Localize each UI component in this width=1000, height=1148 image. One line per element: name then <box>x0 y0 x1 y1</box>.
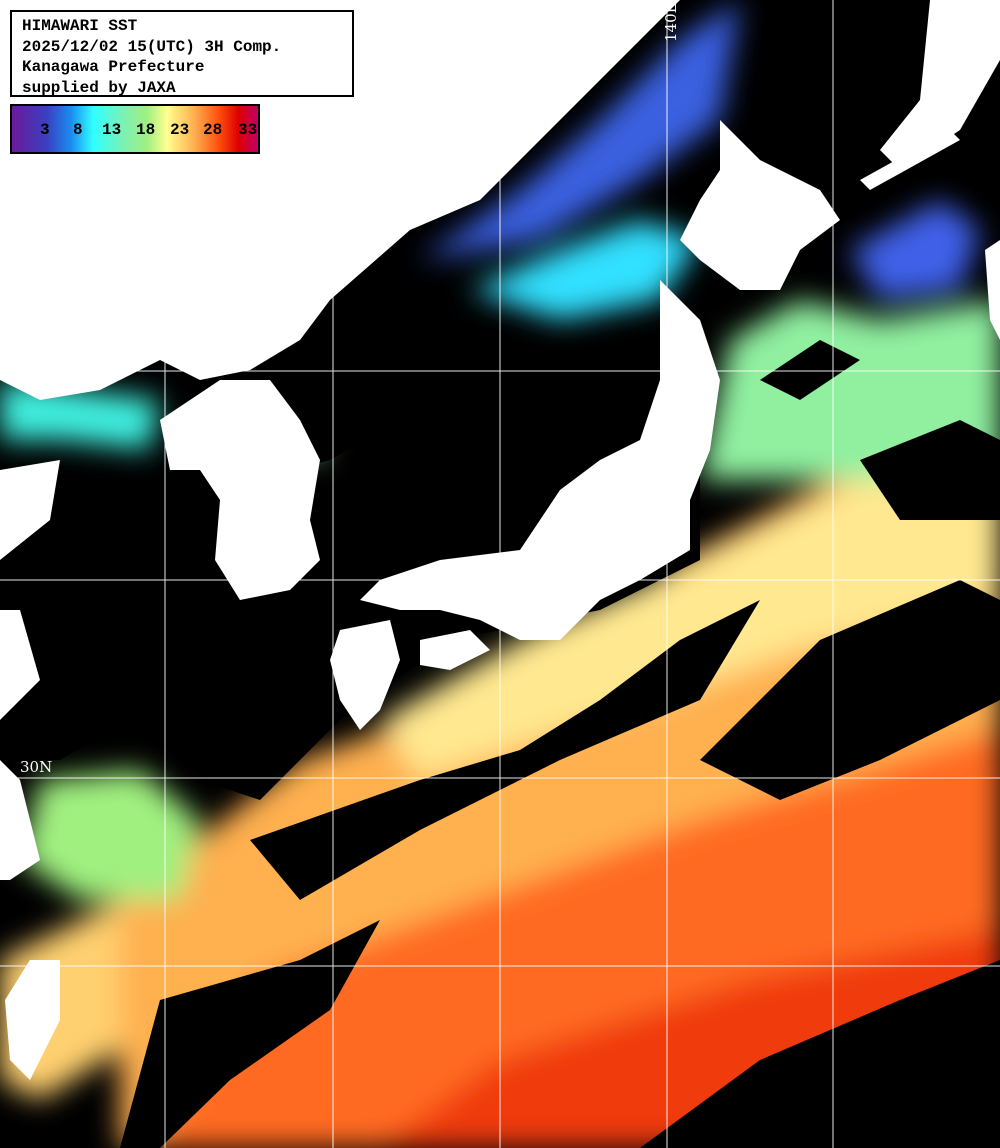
land-island <box>398 128 426 164</box>
lat-label-30n: 30N <box>20 758 53 776</box>
lon-label-140e: 140E <box>662 2 680 42</box>
land-china-north <box>0 0 680 400</box>
legend-tick: 13 <box>102 121 122 139</box>
sst-cyan-north <box>470 220 700 320</box>
sst-green-west <box>20 770 200 900</box>
legend-tick: 28 <box>203 121 223 139</box>
land-china-coast <box>0 610 40 720</box>
land-honshu <box>360 280 720 640</box>
title-line-2: 2025/12/02 15(UTC) 3H Comp. <box>22 37 282 56</box>
legend-tick: 18 <box>136 121 156 139</box>
land-kurils <box>860 130 960 190</box>
title-line-1: HIMAWARI SST <box>22 17 138 35</box>
land-korea <box>160 380 320 600</box>
legend-tick: 33 <box>238 121 258 139</box>
land-sakhalin <box>880 0 1000 170</box>
sst-blue-ne <box>850 200 980 300</box>
land-taiwan <box>5 960 60 1080</box>
title-line-4: supplied by JAXA <box>22 78 176 97</box>
legend-tick: 8 <box>73 121 83 139</box>
land <box>0 0 1000 1080</box>
land-kyushu <box>330 620 400 730</box>
land-hokkaido <box>680 120 840 290</box>
title-line-3: Kanagawa Prefecture <box>22 58 205 76</box>
sst-blue-north <box>420 0 740 260</box>
land-kamchatka-edge <box>985 240 1000 340</box>
color-legend: 3 8 13 18 23 28 33 <box>10 104 260 154</box>
sst-yellow <box>380 470 1000 780</box>
legend-tick: 3 <box>40 121 50 139</box>
lat-label-40n: 40N <box>10 352 43 370</box>
title-box: HIMAWARI SST 2025/12/02 15(UTC) 3H Comp.… <box>10 10 354 97</box>
land-shikoku <box>420 630 490 670</box>
land-china-east <box>0 460 60 560</box>
land-china-south <box>0 760 40 880</box>
legend-tick: 23 <box>170 121 190 139</box>
